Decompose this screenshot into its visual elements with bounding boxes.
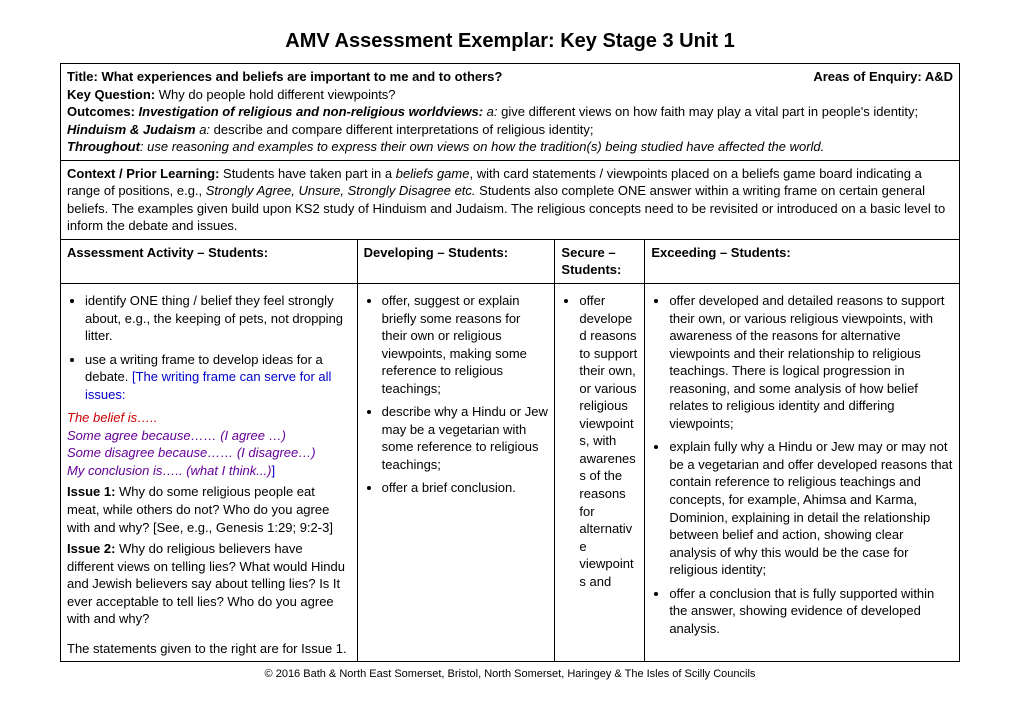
exc-b3: offer a conclusion that is fully support… — [669, 585, 953, 638]
activity-cell: identify ONE thing / belief they feel st… — [61, 284, 358, 662]
frame-line3a: Some disagree because…… — [67, 445, 237, 460]
context-p1i2: Strongly Agree, Unsure, Strongly Disagre… — [206, 183, 476, 198]
keyq-label: Key Question: — [67, 87, 155, 102]
context-p1i: beliefs game — [396, 166, 470, 181]
frame-line2a: Some agree because…… — [67, 428, 220, 443]
row-title: Title: What experiences and beliefs are … — [61, 64, 960, 161]
outcomes-a-label: a: — [487, 104, 498, 119]
frame-line4a: My conclusion is….. — [67, 463, 186, 478]
col-exceeding: Exceeding – Students: — [645, 239, 960, 283]
activity-b1: identify ONE thing / belief they feel st… — [85, 292, 351, 345]
activity-closing: The statements given to the right are fo… — [67, 640, 351, 658]
hj-a-text: describe and compare different interpret… — [210, 122, 593, 137]
exemplar-table: Title: What experiences and beliefs are … — [60, 63, 960, 662]
issue1-label: Issue 1: — [67, 484, 115, 499]
title-text: What experiences and beliefs are importa… — [98, 69, 503, 84]
keyq-text: Why do people hold different viewpoints? — [155, 87, 395, 102]
outcomes-a-text: give different views on how faith may pl… — [498, 104, 919, 119]
context-cell: Context / Prior Learning: Students have … — [61, 160, 960, 239]
exc-b2: explain fully why a Hindu or Jew may or … — [669, 438, 953, 578]
frame-line4c: ] — [271, 463, 275, 478]
row-headers: Assessment Activity – Students: Developi… — [61, 239, 960, 283]
outcomes-bi: Investigation of religious and non-relig… — [135, 104, 487, 119]
exceeding-cell: offer developed and detailed reasons to … — [645, 284, 960, 662]
frame-line3b: (I disagree…) — [237, 445, 316, 460]
sec-b1: offer developed reasons to support their… — [579, 292, 638, 590]
exc-b1: offer developed and detailed reasons to … — [669, 292, 953, 432]
developing-cell: offer, suggest or explain briefly some r… — [357, 284, 555, 662]
activity-b2: use a writing frame to develop ideas for… — [85, 351, 351, 404]
title-label: Title: — [67, 69, 98, 84]
col-developing: Developing – Students: — [357, 239, 555, 283]
footer: © 2016 Bath & North East Somerset, Brist… — [60, 668, 960, 680]
page-title: AMV Assessment Exemplar: Key Stage 3 Uni… — [60, 30, 960, 53]
dev-b2: describe why a Hindu or Jew may be a veg… — [382, 403, 549, 473]
dev-b3: offer a brief conclusion. — [382, 479, 549, 497]
hj-a-label: a: — [199, 122, 210, 137]
outcomes-label: Outcomes: — [67, 104, 135, 119]
frame-line1: The belief is….. — [67, 409, 351, 427]
row-content: identify ONE thing / belief they feel st… — [61, 284, 960, 662]
throughout-text: : use reasoning and examples to express … — [140, 139, 824, 154]
throughout-bi: Throughout — [67, 139, 140, 154]
secure-cell: offer developed reasons to support their… — [555, 284, 645, 662]
frame-line2b: (I agree …) — [220, 428, 286, 443]
header-cell: Title: What experiences and beliefs are … — [61, 64, 960, 161]
areas-label: Areas of Enquiry: A&D — [813, 68, 953, 86]
hj-bi: Hinduism & Judaism — [67, 122, 199, 137]
row-context: Context / Prior Learning: Students have … — [61, 160, 960, 239]
frame-line4b: (what I think...) — [186, 463, 271, 478]
col-secure: Secure – Students: — [555, 239, 645, 283]
context-label: Context / Prior Learning: — [67, 166, 219, 181]
issue2-label: Issue 2: — [67, 541, 115, 556]
dev-b1: offer, suggest or explain briefly some r… — [382, 292, 549, 397]
col-activity: Assessment Activity – Students: — [61, 239, 358, 283]
context-p1a: Students have taken part in a — [219, 166, 395, 181]
